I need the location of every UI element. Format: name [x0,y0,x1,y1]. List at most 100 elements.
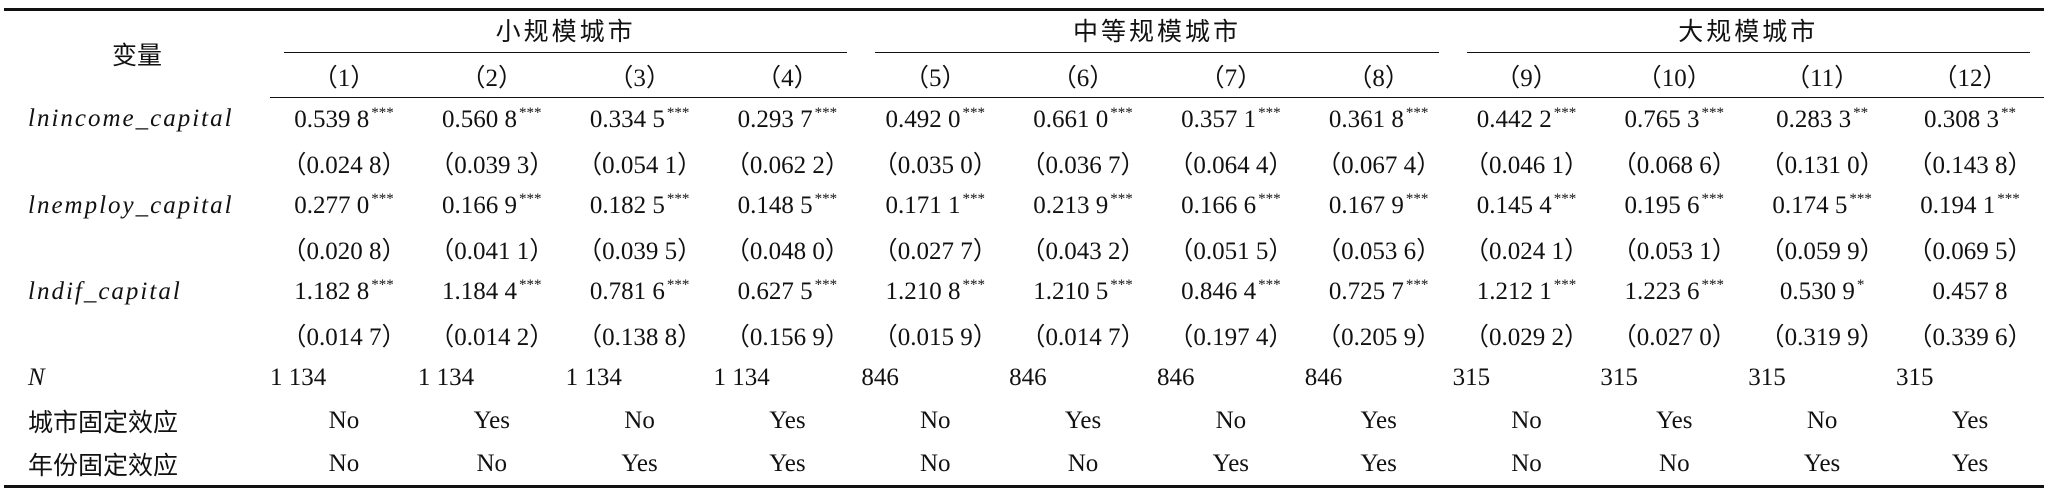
significance: *** [1553,191,1577,207]
se-value: （0.197 4） [1168,323,1294,351]
coef-cell: 0.308 3 ** [1896,98,2044,142]
se-value: （0.036 7） [1020,151,1146,179]
group-header: 中等规模城市 [875,12,1439,53]
coef-cell: 0.560 8 *** [418,98,566,142]
significance: *** [1405,105,1429,121]
empty-cell [4,313,270,356]
se-value: （0.064 4） [1168,151,1294,179]
cell-value: Yes [1064,406,1102,434]
significance: *** [814,105,838,121]
se-value: （0.027 0） [1611,323,1737,351]
coef-cell: 0.148 5 *** [713,184,861,227]
coef-value: 0.283 3 [1776,106,1852,133]
cell-value: 315 [1452,363,1491,391]
coef-value: 0.166 9 [442,192,518,219]
cell-value: 846 [1009,363,1047,391]
se-value: （0.014 7） [1020,323,1146,351]
se-value: （0.068 6） [1611,151,1737,179]
coef-value: 1.184 4 [442,278,518,305]
coef-cell: 0.174 5 *** [1748,184,1896,227]
cell-value: No [1215,406,1247,434]
cell-value: No [1600,442,1749,488]
coef-cell: 0.145 4 *** [1453,184,1601,227]
header-label: 变量 [4,8,271,98]
se-value: （0.039 3） [429,151,555,179]
significance: *** [1997,191,2020,207]
coef-cell: 0.194 1 *** [1896,184,2044,227]
se-value: （0.041 1） [429,237,555,265]
significance: *** [1701,191,1725,207]
coef-row: lndif_capital 1.182 8 *** 1.184 4 *** 0.781 6… [4,270,2044,313]
cell-value: No [270,442,418,488]
coef-cell: 0.530 9 * [1748,270,1896,313]
coef-value: 0.627 5 [737,278,813,305]
coef-cell: 0.661 0 *** [1009,98,1157,142]
coef-cell: 0.442 2 *** [1453,98,1601,142]
se-value: （0.039 5） [577,237,703,265]
cell-value: 315 [1896,363,1934,391]
cell-value: Yes [1748,442,1897,488]
coef-value: 0.442 2 [1476,106,1552,133]
se-value: （0.024 1） [1463,237,1589,265]
se-value: （0.043 2） [1020,237,1146,265]
coef-cell: 0.765 3 *** [1600,98,1748,142]
cell-value: 1 134 [417,363,475,391]
coef-value: 0.725 7 [1328,278,1404,305]
significance: * [1856,277,1865,293]
se-value: （0.205 9） [1316,323,1442,351]
coef-value: 0.145 4 [1476,192,1552,219]
footer-row: N 1 134 1 134 1 134 1 134 846 846 846 846 315 315 3… [4,356,2044,399]
coef-cell: 0.627 5 *** [713,270,861,313]
column-header: （12） [1896,54,2044,98]
coef-value: 0.174 5 [1772,192,1848,219]
se-value: （0.062 2） [724,151,850,179]
coef-cell: 0.167 9 *** [1305,184,1453,227]
significance: *** [666,105,690,121]
coef-value: 0.457 8 [1932,277,2008,305]
coef-cell: 0.283 3 ** [1748,98,1896,142]
coef-row: lnemploy_capital 0.277 0 *** 0.166 9 *** 0.18… [4,184,2044,227]
coef-value: 1.223 6 [1624,278,1700,305]
significance: *** [371,277,394,293]
significance: *** [1849,191,1872,207]
cell-value: Yes [1656,406,1693,434]
se-value: （0.046 1） [1463,151,1589,179]
footer-row: 城市固定效应 No Yes No Yes No Yes No Yes No Yes No Yes [4,399,2044,442]
coef-cell: 0.277 0 *** [270,184,418,227]
coef-value: 0.781 6 [589,278,665,305]
row-name: 年份固定效应 [4,442,271,488]
se-value: （0.067 4） [1316,151,1442,179]
se-value: （0.131 0） [1759,151,1885,179]
cell-value: Yes [1360,406,1397,434]
cell-value: Yes [713,442,862,488]
footer-row: 年份固定效应 No No Yes Yes No No Yes Yes No No Yes Yes [4,442,2044,488]
coef-cell: 0.182 5 *** [566,184,714,227]
group-header: 大规模城市 [1466,12,2030,53]
se-value: （0.339 6） [1907,323,2033,351]
significance: *** [1110,105,1133,121]
coef-value: 0.539 8 [294,106,370,133]
coef-value: 0.308 3 [1924,106,1999,133]
coef-value: 0.167 9 [1328,192,1404,219]
se-value: （0.053 1） [1611,237,1737,265]
se-value: （0.035 0） [872,151,998,179]
se-value: （0.029 2） [1463,323,1589,351]
variable-name: lnemploy_capital [28,191,234,219]
coef-cell: 1.210 5 *** [1009,270,1157,313]
cell-value: No [417,442,566,488]
column-header: （6） [1009,54,1157,98]
significance: *** [1258,191,1281,207]
significance: *** [1258,277,1281,293]
regression-table: 变量 小规模城市 中等规模城市 大规模城市 （1） （2） （3） （4） （5） （6） （7）（… [4,8,2044,488]
coef-cell: 1.212 1 *** [1453,270,1601,313]
coef-value: 0.846 4 [1181,278,1257,305]
coef-value: 0.293 7 [737,106,813,133]
empty-cell [4,141,270,184]
coef-value: 0.277 0 [294,192,370,219]
cell-value: 1 134 [565,363,622,391]
coef-cell: 0.492 0 *** [861,98,1009,142]
column-header: （3） [565,54,714,98]
variable-name: lnincome_capital [28,105,234,133]
cell-value: No [861,442,1010,488]
se-value: （0.143 8） [1907,151,2033,179]
